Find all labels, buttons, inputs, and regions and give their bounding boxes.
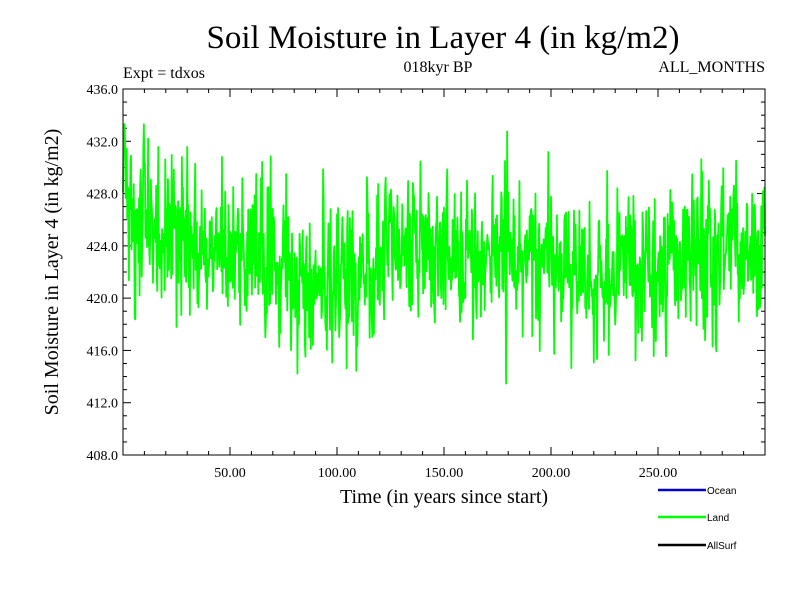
y-tick-label: 436.0 <box>87 83 119 98</box>
x-axis-tick-labels: 50.00 100.00 150.00 200.00 250.00 <box>214 466 677 481</box>
series-layer <box>122 123 766 385</box>
chart-title: Soil Moisture in Layer 4 (in kg/m2) <box>207 20 680 56</box>
series-line-land <box>122 123 766 385</box>
plot-frame <box>122 88 766 456</box>
y-tick-label: 420.0 <box>87 292 119 307</box>
legend-label-allsurf: AllSurf <box>707 541 737 552</box>
months-label: ALL_MONTHS <box>658 59 765 76</box>
experiment-label: Expt = tdxos <box>123 65 205 82</box>
y-tick-label: 424.0 <box>87 240 119 255</box>
y-tick-label: 412.0 <box>87 397 119 412</box>
y-tick-label: 432.0 <box>87 135 119 150</box>
x-tick-label: 200.00 <box>532 466 571 481</box>
x-tick-label: 150.00 <box>425 466 464 481</box>
legend-label-ocean: Ocean <box>707 486 736 497</box>
x-tick-label: 250.00 <box>639 466 678 481</box>
y-axis-tick-labels: 408.0 412.0 416.0 420.0 424.0 428.0 432.0 436.0 <box>87 83 119 464</box>
x-axis-ticks <box>143 89 745 455</box>
y-tick-label: 428.0 <box>87 188 119 203</box>
legend-label-land: Land <box>707 513 729 524</box>
x-axis-label: Time (in years since start) <box>340 486 548 508</box>
y-axis-label: Soil Moisture in Layer 4 (in kg/m2) <box>41 129 63 416</box>
chart-subtitle: 018kyr BP <box>404 59 473 76</box>
x-tick-label: 50.00 <box>214 466 246 481</box>
legend: Ocean Land AllSurf <box>658 486 737 552</box>
y-tick-label: 416.0 <box>87 344 119 359</box>
y-tick-label: 408.0 <box>87 449 119 464</box>
x-tick-label: 100.00 <box>318 466 357 481</box>
